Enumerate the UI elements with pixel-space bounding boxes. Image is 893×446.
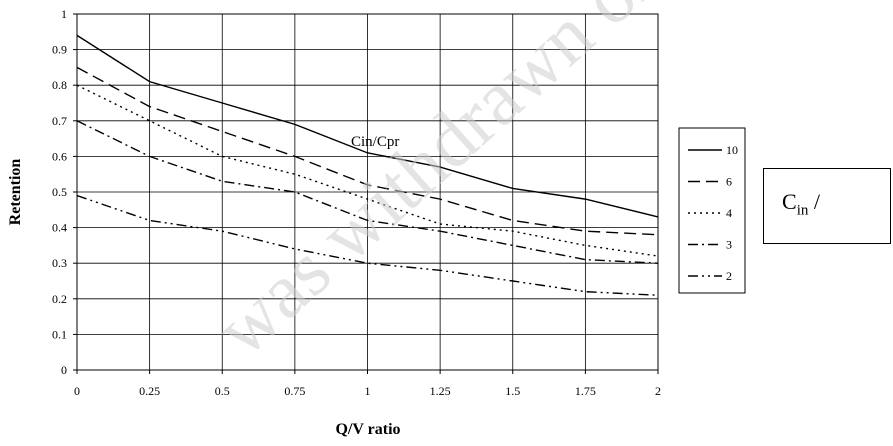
series-line-3 <box>76 120 659 264</box>
cin-label: Cin / <box>782 189 820 219</box>
legend-label-4: 4 <box>726 206 732 220</box>
legend: 10 6 4 3 2 <box>678 127 746 294</box>
legend-label-6: 6 <box>726 175 732 189</box>
y-tick-label: 1 <box>61 7 67 21</box>
y-axis-title: Retention <box>7 159 24 226</box>
x-tick-label: 0.75 <box>284 384 305 398</box>
x-tick-label: 1.25 <box>430 384 451 398</box>
legend-label-2: 2 <box>726 269 732 283</box>
y-tick-label: 0.7 <box>52 114 67 128</box>
x-tick-label: 1.5 <box>505 384 520 398</box>
y-tick-label: 0 <box>61 363 67 377</box>
x-tick-label: 2 <box>655 384 661 398</box>
y-tick-label: 0.3 <box>52 256 67 270</box>
plot-frame <box>76 13 659 371</box>
y-tick-label: 0.2 <box>52 292 67 306</box>
cin-main: C <box>782 189 797 214</box>
cin-subscript: in <box>796 202 809 219</box>
curve-annotation: Cin/Cpr <box>351 134 399 150</box>
axes <box>73 13 659 374</box>
watermark-text: was withdrawn on 2 <box>198 0 725 373</box>
y-tick-label: 0.5 <box>52 185 67 199</box>
series-line-4 <box>76 84 659 257</box>
series-line-10 <box>76 34 659 218</box>
series-line-6 <box>76 66 659 236</box>
y-tick-label: 0.9 <box>52 43 67 57</box>
legend-label-10: 10 <box>726 143 738 157</box>
x-tick-label: 1 <box>365 384 371 398</box>
x-tick-label: 0.25 <box>139 384 160 398</box>
x-axis-title: Q/V ratio <box>335 421 400 438</box>
series-line-2 <box>76 194 659 296</box>
y-tick-label: 0.8 <box>52 78 67 92</box>
y-tick-label: 0.6 <box>52 149 67 163</box>
legend-label-3: 3 <box>726 238 732 252</box>
series-lines <box>76 34 659 296</box>
x-tick-label: 1.75 <box>575 384 596 398</box>
legend-box <box>678 127 746 294</box>
y-tick-label: 0.4 <box>52 221 67 235</box>
x-tick-label: 0.5 <box>215 384 230 398</box>
cin-label-box: Cin / <box>763 168 891 244</box>
y-tick-label: 0.1 <box>52 327 67 341</box>
tick-labels: 0 0.25 0.5 0.75 1 1.25 1.5 1.75 2 0 0.1 0.2 0.3 0.4 0.… <box>52 7 661 398</box>
x-tick-label: 0 <box>74 384 80 398</box>
cin-suffix: / <box>808 189 820 214</box>
